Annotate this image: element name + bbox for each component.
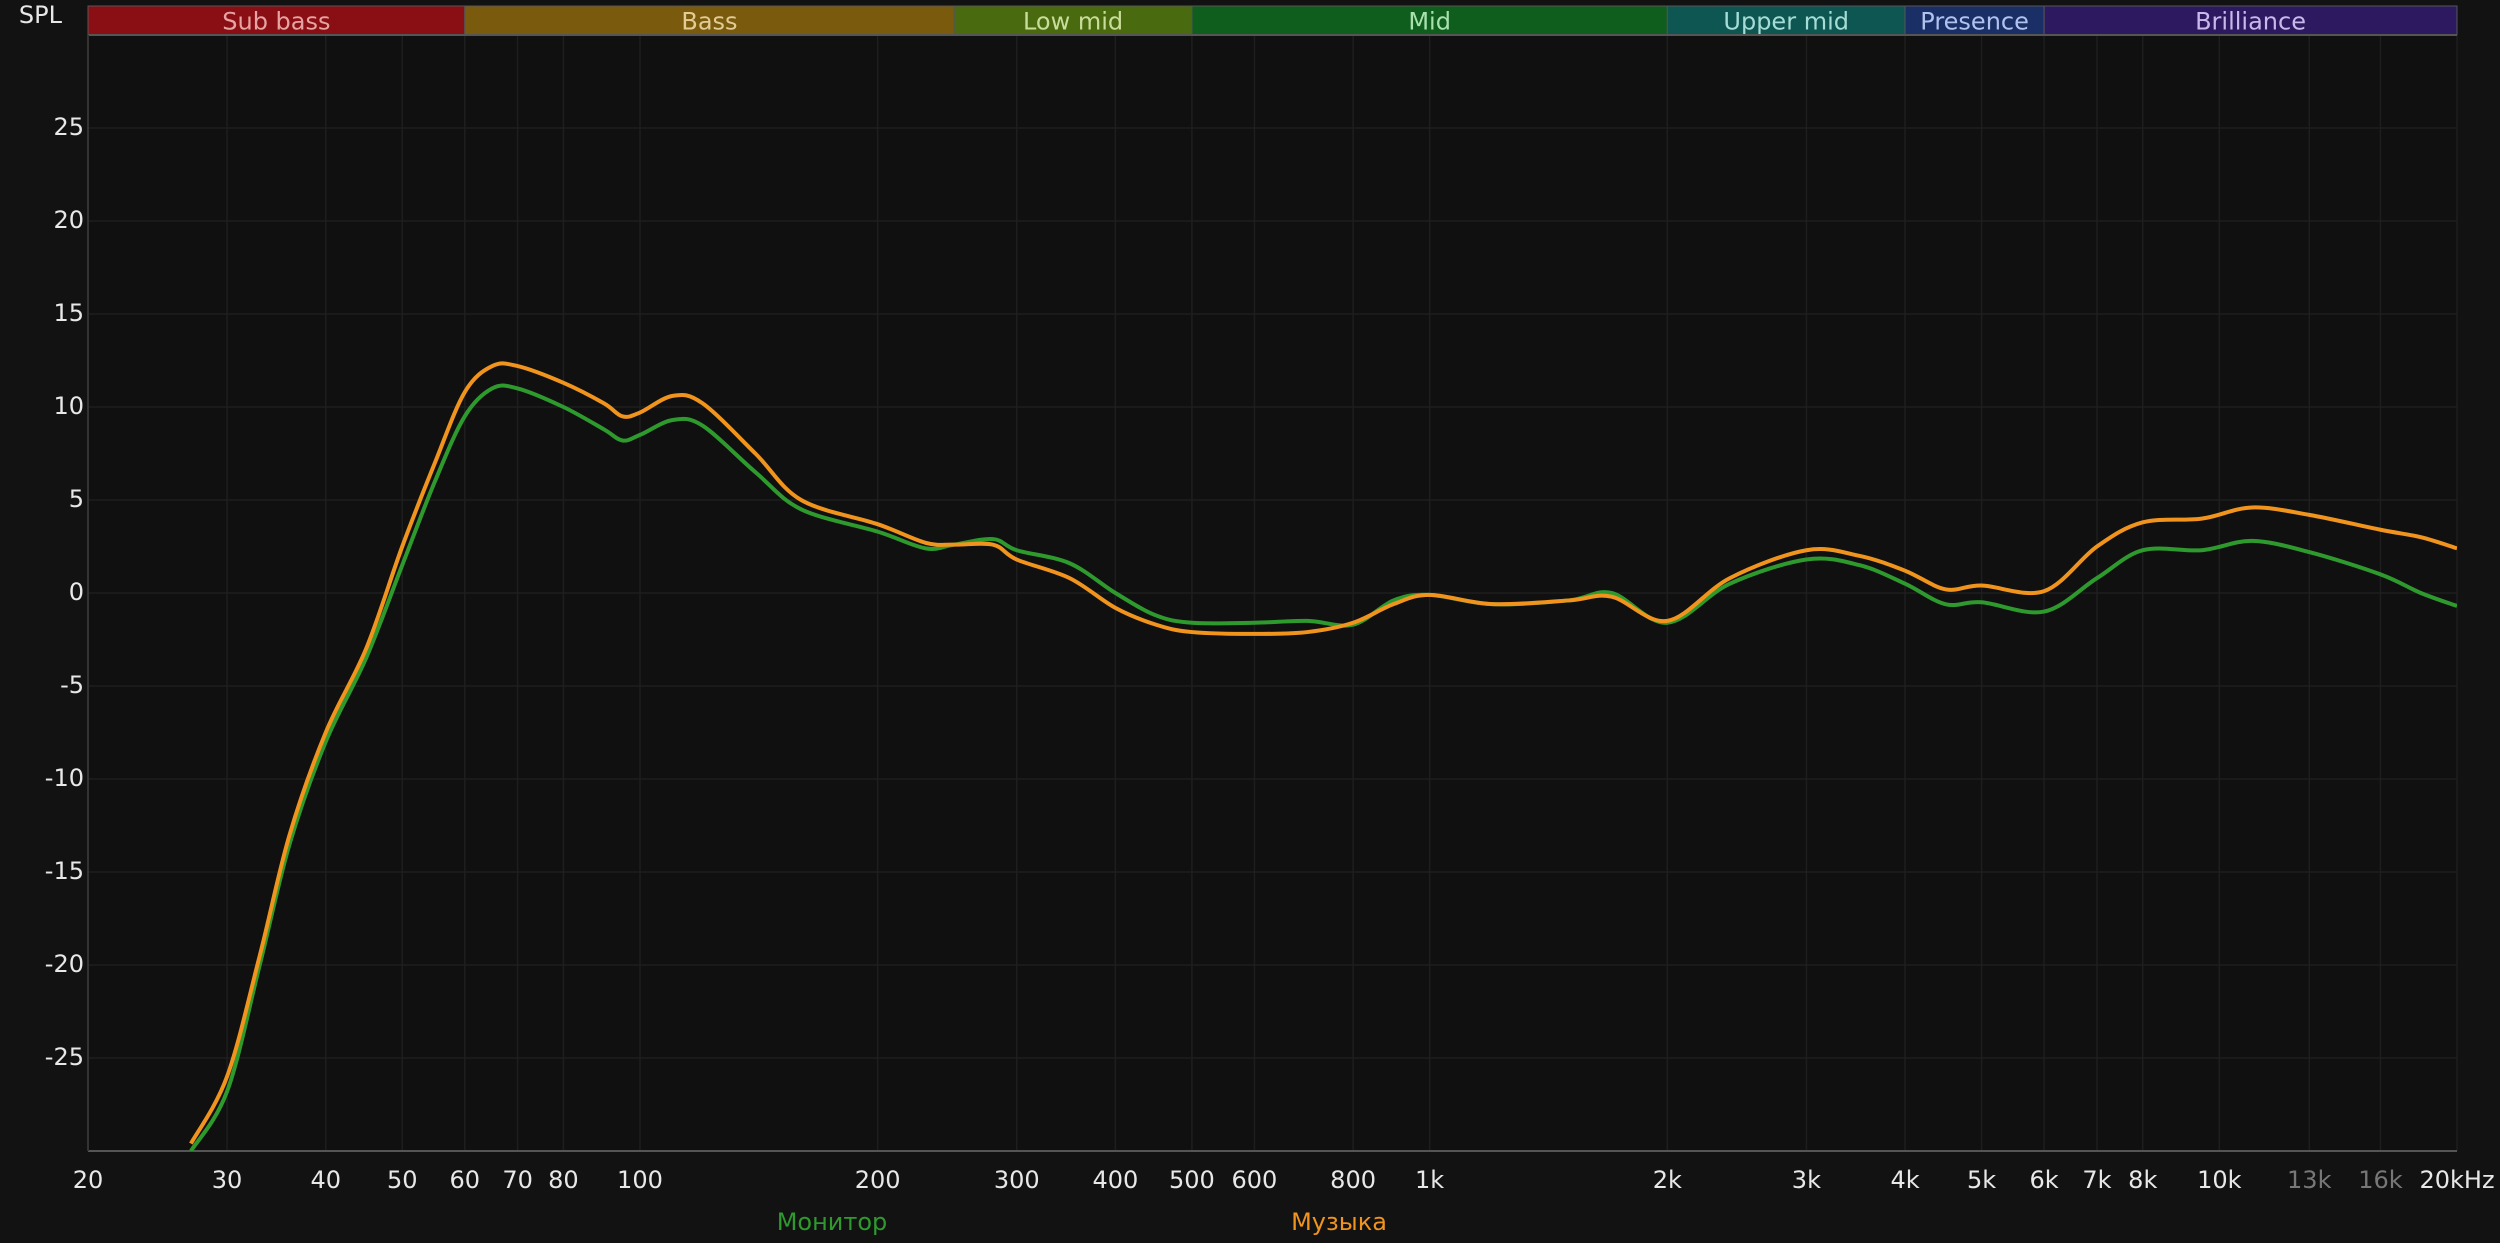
x-tick-label: 16k <box>2358 1166 2403 1194</box>
band-label: Brilliance <box>2195 8 2306 36</box>
x-tick-label: 3k <box>1792 1166 1821 1194</box>
legend-label: Монитор <box>777 1208 888 1236</box>
x-tick-label: 100 <box>617 1166 663 1194</box>
x-tick-label: 800 <box>1330 1166 1376 1194</box>
x-tick-label: 2k <box>1653 1166 1682 1194</box>
x-tick-label: 30 <box>212 1166 243 1194</box>
band-label: Upper mid <box>1723 8 1849 36</box>
x-tick-label: 40 <box>310 1166 341 1194</box>
band-label: Low mid <box>1023 8 1123 36</box>
x-tick-label: 1k <box>1415 1166 1444 1194</box>
y-tick-label: -15 <box>45 857 84 885</box>
x-tick-label: 500 <box>1169 1166 1215 1194</box>
x-tick-label: 13k <box>2287 1166 2332 1194</box>
series-line <box>189 383 2457 1151</box>
y-tick-label: -10 <box>45 764 84 792</box>
y-tick-label: 5 <box>69 485 84 513</box>
x-tick-label: 400 <box>1092 1166 1138 1194</box>
band <box>953 5 1193 36</box>
x-tick-label: 300 <box>994 1166 1040 1194</box>
y-tick-label: 0 <box>69 578 84 606</box>
band <box>2043 5 2458 36</box>
x-tick-label: 10k <box>2197 1166 2242 1194</box>
y-tick-label: 20 <box>53 206 84 234</box>
x-tick-label: 80 <box>548 1166 579 1194</box>
band <box>87 5 466 36</box>
band <box>464 5 955 36</box>
band-label: Mid <box>1408 8 1451 36</box>
x-tick-label: 5k <box>1967 1166 1996 1194</box>
x-tick-label: 20kHz <box>2419 1166 2494 1194</box>
series-line <box>189 361 2457 1145</box>
band-label: Bass <box>681 8 737 36</box>
x-tick-label: 4k <box>1890 1166 1919 1194</box>
x-tick-label: 200 <box>855 1166 901 1194</box>
chart-title: SPL <box>19 1 63 29</box>
y-tick-label: -5 <box>60 671 84 699</box>
x-tick-label: 20 <box>73 1166 104 1194</box>
x-tick-label: 70 <box>502 1166 533 1194</box>
x-tick-label: 60 <box>449 1166 480 1194</box>
y-tick-label: 25 <box>53 113 84 141</box>
band-label: Sub bass <box>222 8 330 36</box>
legend-label: Музыка <box>1291 1208 1387 1236</box>
x-tick-label: 600 <box>1232 1166 1278 1194</box>
x-tick-label: 50 <box>387 1166 418 1194</box>
x-tick-label: 8k <box>2128 1166 2157 1194</box>
x-tick-label: 6k <box>2030 1166 2059 1194</box>
x-tick-label: 7k <box>2082 1166 2111 1194</box>
band-label: Presence <box>1920 8 2029 36</box>
y-tick-label: -20 <box>45 950 84 978</box>
y-tick-label: 10 <box>53 392 84 420</box>
y-tick-label: -25 <box>45 1043 84 1071</box>
y-tick-label: 15 <box>53 299 84 327</box>
